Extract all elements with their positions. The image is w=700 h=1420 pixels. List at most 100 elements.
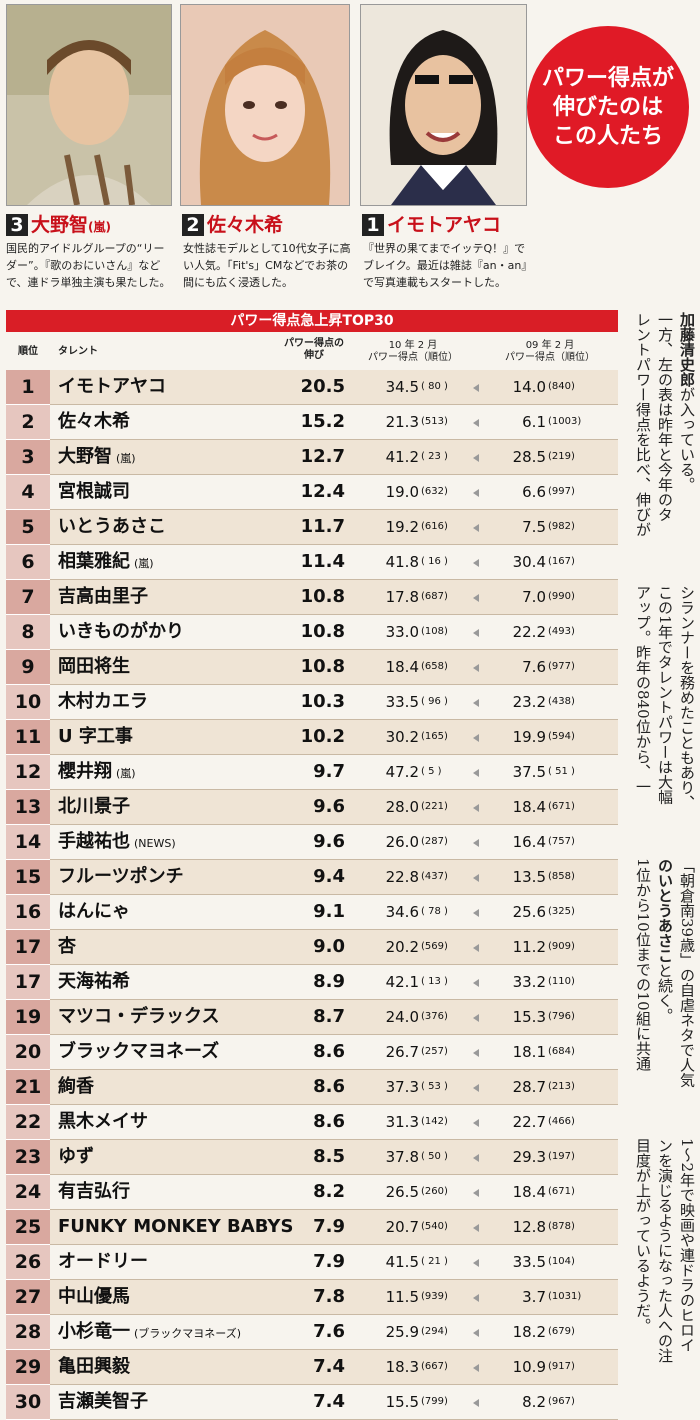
cell-rank: 28 bbox=[6, 1315, 50, 1350]
arrow-left-icon bbox=[473, 1364, 479, 1372]
ranking-table: パワー得点急上昇TOP30 順位 タレント パワー得点の 伸び 10 年 2 月… bbox=[6, 310, 618, 1420]
cell-rank: 17 bbox=[6, 930, 50, 965]
table-row: 19 マツコ・デラックス 8.7 24.0 (376) 15.3 (796) bbox=[6, 1000, 618, 1035]
article-bold-name: のいとうあさこ bbox=[656, 858, 674, 963]
cell-score-2010: 15.5 bbox=[385, 1393, 419, 1411]
arrow-left-icon bbox=[473, 769, 479, 777]
cell-score-2010: 26.5 bbox=[385, 1183, 419, 1201]
talent-name: 木村カエラ bbox=[58, 691, 148, 712]
article-column: のいとうあさこと続く。 bbox=[654, 858, 676, 1023]
arrow-left-icon bbox=[473, 559, 479, 567]
cell-rank-2009: (917) bbox=[548, 1361, 575, 1372]
table-row: 21 絢香 8.6 37.3( 53 ) 28.7 (213) bbox=[6, 1070, 618, 1105]
table-row: 6 相葉雅紀 (嵐) 11.4 41.8( 16 ) 30.4 (167) bbox=[6, 545, 618, 580]
cell-score-2010: 41.2 bbox=[385, 448, 419, 466]
talent-name: ゆず bbox=[58, 1146, 94, 1167]
cell-rank: 22 bbox=[6, 1105, 50, 1140]
cell-rank: 30 bbox=[6, 1385, 50, 1420]
cell-rank-2009: (679) bbox=[548, 1326, 575, 1337]
cell-score-2009: 7.5 bbox=[522, 518, 546, 536]
cell-score-2010: 17.8 bbox=[385, 588, 419, 606]
cell-score-2010: 41.5 bbox=[385, 1253, 419, 1271]
cell-score-2010: 20.7 bbox=[385, 1218, 419, 1236]
cell-score-2009: 7.6 bbox=[522, 658, 546, 676]
headline-badge: パワー得点が 伸びたのは この人たち bbox=[527, 26, 689, 188]
cell-growth: 9.6 bbox=[313, 796, 345, 817]
article-column: レントパワー得点を比べ、伸びが bbox=[634, 312, 652, 537]
header-2010-line2: パワー得点（順位） bbox=[368, 352, 458, 363]
header-2010-line1: 10 年 2 月 bbox=[388, 340, 438, 351]
cell-growth: 10.8 bbox=[300, 586, 345, 607]
cell-score-2009: 30.4 bbox=[512, 553, 546, 571]
cell-rank: 24 bbox=[6, 1175, 50, 1210]
article-column: 「朝倉南39歳」の自虐ネタで人気 bbox=[678, 858, 696, 1088]
cell-rank-2010: (294) bbox=[421, 1326, 448, 1337]
cell-rank-2009: (671) bbox=[548, 801, 575, 812]
talent-group: (NEWS) bbox=[134, 837, 176, 850]
cell-rank-2009: (878) bbox=[548, 1221, 575, 1232]
cell-score-2009: 15.3 bbox=[512, 1008, 546, 1026]
cell-growth: 11.4 bbox=[300, 551, 345, 572]
cell-rank-2009: (219) bbox=[548, 451, 575, 462]
cell-talent: ゆず bbox=[58, 1140, 94, 1174]
header-talent: タレント bbox=[58, 346, 98, 357]
arrow-left-icon bbox=[473, 909, 479, 917]
cell-growth: 7.9 bbox=[313, 1216, 345, 1237]
badge-line: この人たち bbox=[552, 123, 663, 149]
cell-rank-2009: ( 51 ) bbox=[548, 766, 575, 777]
header-2009-line1: 09 年 2 月 bbox=[525, 340, 575, 351]
cell-growth: 8.6 bbox=[313, 1076, 345, 1097]
cell-rank-2009: (438) bbox=[548, 696, 575, 707]
featured-1-desc: 『世界の果てまでイッテQ！』でブレイク。最近は雑誌『an・an』で写真連載もスタ… bbox=[363, 242, 527, 289]
article-column: アップ。昨年の840位から、一 bbox=[634, 585, 652, 794]
talent-name: U 字工事 bbox=[58, 726, 133, 747]
talent-name: 杏 bbox=[58, 936, 76, 957]
table-row: 25 FUNKY MONKEY BABYS 7.9 20.7 (540) 12.8 (878… bbox=[6, 1210, 618, 1245]
cell-score-2010: 18.4 bbox=[385, 658, 419, 676]
person-photo-icon bbox=[7, 5, 171, 205]
photo-ohno-satoshi bbox=[6, 4, 172, 206]
header-rank: 順位 bbox=[18, 346, 38, 357]
cell-score-2009: 3.7 bbox=[522, 1288, 546, 1306]
cell-score-2010: 30.2 bbox=[385, 728, 419, 746]
cell-rank: 11 bbox=[6, 720, 50, 755]
cell-rank-2009: (684) bbox=[548, 1046, 575, 1057]
cell-score-2010: 42.1 bbox=[385, 973, 419, 991]
talent-name: FUNKY MONKEY BABYS bbox=[58, 1216, 294, 1237]
talent-name: 岡田将生 bbox=[58, 656, 130, 677]
cell-growth: 9.0 bbox=[313, 936, 345, 957]
arrow-left-icon bbox=[473, 1224, 479, 1232]
talent-name: 大野智 bbox=[58, 446, 112, 467]
arrow-left-icon bbox=[473, 944, 479, 952]
table-body: 1 イモトアヤコ 20.5 34.5( 80 ) 14.0 (840) 2 佐々木希 15.2 2… bbox=[6, 370, 618, 1420]
cell-rank-2010: (569) bbox=[421, 941, 448, 952]
cell-score-2009: 16.4 bbox=[512, 833, 546, 851]
table-row: 16 はんにゃ 9.1 34.6( 78 ) 25.6 (325) bbox=[6, 895, 618, 930]
arrow-left-icon bbox=[473, 979, 479, 987]
featured-2-desc: 女性誌モデルとして10代女子に高い人気。「Fit's」CMなどでお茶の間にも広く… bbox=[183, 242, 351, 289]
cell-score-2009: 33.2 bbox=[512, 973, 546, 991]
cell-rank-2009: (197) bbox=[548, 1151, 575, 1162]
table-row: 28 小杉竜一 (ブラックマヨネーズ) 7.6 25.9 (294) 18.2 (679) bbox=[6, 1315, 618, 1350]
arrow-left-icon bbox=[473, 384, 479, 392]
cell-rank-2009: (594) bbox=[548, 731, 575, 742]
cell-rank: 13 bbox=[6, 790, 50, 825]
talent-name: いとうあさこ bbox=[58, 516, 166, 537]
featured-3-desc: 国民的アイドルグループの“リーダー”。『歌のおにいさん』などで、連ドラ単独主演も… bbox=[6, 242, 171, 289]
cell-growth: 9.1 bbox=[313, 901, 345, 922]
cell-rank-2009: (1003) bbox=[548, 416, 582, 427]
cell-score-2010: 41.8 bbox=[385, 553, 419, 571]
cell-growth: 8.6 bbox=[313, 1111, 345, 1132]
article-column: 目度が上がっているようだ。 bbox=[634, 1138, 652, 1333]
talent-group: (嵐) bbox=[134, 557, 154, 570]
cell-rank-2010: ( 96 ) bbox=[421, 696, 448, 707]
arrow-left-icon bbox=[473, 1084, 479, 1092]
cell-score-2009: 6.6 bbox=[522, 483, 546, 501]
cell-talent: 宮根誠司 bbox=[58, 475, 130, 509]
cell-score-2009: 28.5 bbox=[512, 448, 546, 466]
cell-rank: 1 bbox=[6, 370, 50, 405]
article-column: 一方、左の表は昨年と今年のタ bbox=[656, 312, 674, 522]
cell-rank: 8 bbox=[6, 615, 50, 650]
article-bold-name: 加藤清史郎 bbox=[678, 312, 696, 387]
cell-score-2009: 13.5 bbox=[512, 868, 546, 886]
